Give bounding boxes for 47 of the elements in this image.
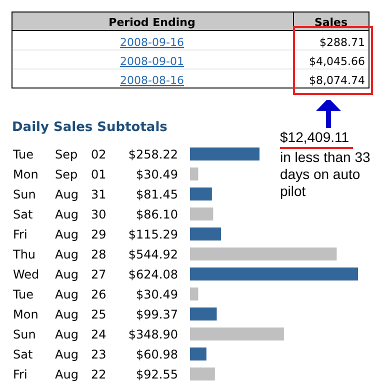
text: Sales [314, 16, 348, 29]
category-label: Fri Aug 29 [13, 228, 106, 242]
bar [190, 148, 260, 160]
category-label: Mon Aug 25 [13, 308, 106, 322]
category-label: 2008-09-01 [120, 55, 184, 68]
data-label: $348.90 [128, 328, 178, 342]
category-label: Thu Aug 28 [13, 248, 106, 262]
data-label: $60.98 [136, 348, 178, 362]
data-label: $86.10 [136, 208, 178, 222]
bar [190, 168, 198, 180]
bar [190, 268, 358, 280]
chart-title: Daily Sales Subtotals [12, 120, 168, 135]
data-label: $544.92 [128, 248, 178, 262]
bar [190, 248, 337, 260]
annotation: $12,409.11 [280, 129, 350, 145]
category-label: Fri Aug 22 [13, 368, 106, 382]
bar [190, 308, 217, 320]
data-label: $258.22 [128, 148, 178, 162]
bar [190, 328, 284, 340]
category-label: Sun Aug 24 [13, 328, 106, 342]
data-label: $30.49 [136, 168, 178, 182]
category-label: Sat Aug 30 [13, 208, 106, 222]
bar [190, 288, 198, 300]
bar [190, 368, 215, 380]
data-label: $99.37 [136, 308, 178, 322]
text: $4,045.66 [309, 55, 365, 68]
text: $8,074.74 [309, 74, 365, 87]
text: $288.71 [320, 36, 365, 49]
data-label: $30.49 [136, 288, 178, 302]
data-label: $115.29 [128, 228, 178, 242]
category-label: Sun Aug 31 [13, 188, 106, 202]
category-label: Wed Aug 27 [13, 268, 106, 282]
bar [190, 228, 222, 240]
bar [190, 208, 214, 220]
bar [190, 348, 206, 360]
bar [190, 188, 212, 200]
category-label: Sat Aug 23 [13, 348, 106, 362]
category-label: Tue Aug 26 [13, 288, 106, 302]
category-label: Mon Sep 01 [13, 168, 106, 182]
annotation: in less than 33 days on auto pilot [280, 149, 370, 199]
data-label: $81.45 [136, 188, 178, 202]
category-label: 2008-09-16 [120, 36, 184, 49]
data-label: $92.55 [136, 368, 178, 382]
category-label: Tue Sep 02 [13, 148, 106, 162]
data-label: $624.08 [128, 268, 178, 282]
category-label: 2008-08-16 [120, 74, 184, 87]
text: Period Ending [108, 16, 196, 29]
